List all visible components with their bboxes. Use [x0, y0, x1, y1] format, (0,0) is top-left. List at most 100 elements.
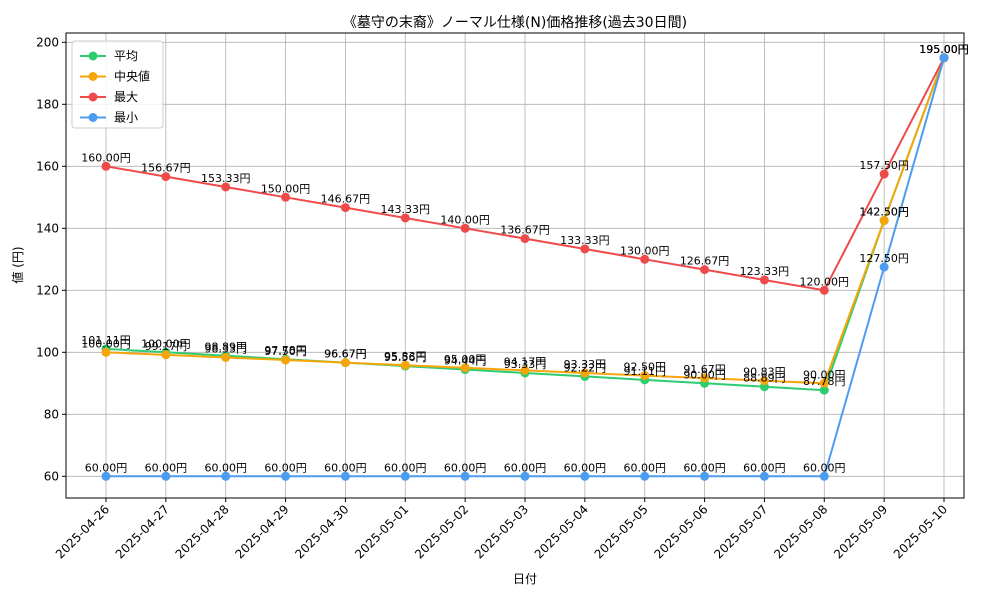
data-label: 97.78円	[264, 344, 307, 357]
x-tick-label: 2025-05-01	[352, 502, 411, 561]
data-label: 100.00円	[81, 337, 131, 350]
data-label: 95.83円	[384, 350, 427, 363]
data-point	[221, 352, 231, 362]
data-label: 130.00円	[620, 244, 670, 257]
data-point	[281, 192, 291, 202]
data-label: 97.50円	[264, 345, 307, 358]
data-point	[400, 471, 410, 481]
data-label: 156.67円	[141, 162, 191, 175]
data-point	[700, 373, 710, 383]
data-point	[580, 471, 590, 481]
data-label: 95.56円	[384, 351, 427, 364]
x-tick-label: 2025-05-04	[532, 502, 591, 561]
data-label: 92.50円	[623, 361, 666, 374]
chart-title: 《墓守の末裔》ノーマル仕様(N)価格推移(過去30日間)	[343, 14, 687, 31]
data-label: 90.83円	[743, 366, 786, 379]
data-point	[400, 360, 410, 370]
data-label: 60.00円	[683, 461, 726, 474]
data-label: 60.00円	[743, 461, 786, 474]
data-point	[700, 471, 710, 481]
data-label: 91.11円	[623, 365, 666, 378]
data-point	[281, 355, 291, 365]
x-tick-label: 2025-05-09	[831, 502, 890, 561]
data-point	[640, 371, 650, 381]
data-label: 126.67円	[680, 255, 730, 268]
legend-marker	[88, 72, 98, 81]
x-tick-label: 2025-05-05	[592, 502, 651, 561]
x-axis-title: 日付	[513, 572, 537, 586]
x-tick-label: 2025-05-02	[412, 502, 471, 561]
data-label: 93.33円	[504, 358, 547, 371]
data-point	[520, 471, 530, 481]
y-axis: 60 80 100 120 140 160 180 200	[36, 35, 66, 483]
data-label: 99.17円	[145, 340, 188, 353]
data-label: 88.89円	[743, 372, 786, 385]
data-label: 195.00円	[919, 43, 969, 56]
y-tick-label: 160	[36, 159, 59, 173]
data-label: 127.50円	[859, 252, 909, 265]
data-label: 94.17円	[504, 355, 547, 368]
data-label: 87.78円	[803, 375, 846, 388]
data-label: 60.00円	[444, 461, 487, 474]
legend-label: 中央値	[114, 69, 150, 84]
y-tick-label: 80	[44, 407, 59, 421]
data-label: 98.33円	[204, 342, 247, 355]
data-point	[101, 161, 111, 171]
data-label: 150.00円	[261, 182, 311, 195]
legend-box	[71, 40, 164, 129]
data-point	[340, 358, 350, 368]
y-tick-label: 60	[44, 469, 59, 483]
data-label: 94.44円	[444, 355, 487, 368]
x-tick-label: 2025-05-10	[891, 502, 950, 561]
data-point	[640, 471, 650, 481]
data-label: 143.33円	[381, 203, 431, 216]
y-tick-label: 120	[36, 283, 59, 297]
data-label: 91.67円	[683, 363, 726, 376]
data-point	[759, 471, 769, 481]
x-axis: 2025-04-26 2025-04-27 2025-04-28 2025-04-29…	[53, 498, 950, 561]
series-layer	[101, 53, 949, 481]
data-label: 140.00円	[440, 213, 490, 226]
data-point	[879, 169, 889, 179]
data-label: 92.22円	[564, 361, 607, 374]
data-label: 123.33円	[740, 265, 790, 278]
x-tick-label: 2025-05-06	[651, 502, 710, 561]
data-label: 98.89円	[204, 341, 247, 354]
data-label: 60.00円	[623, 461, 666, 474]
data-point	[161, 471, 171, 481]
plot-frame	[65, 32, 965, 499]
data-point	[101, 347, 111, 357]
x-tick-label: 2025-04-27	[113, 502, 172, 561]
data-point	[759, 275, 769, 285]
data-label: 100.00円	[141, 337, 191, 350]
data-point	[819, 471, 829, 481]
data-point	[101, 471, 111, 481]
data-label: 60.00円	[204, 461, 247, 474]
data-point	[460, 471, 470, 481]
data-point	[879, 216, 889, 226]
x-tick-label: 2025-04-28	[173, 502, 232, 561]
x-tick-label: 2025-05-03	[472, 502, 531, 561]
x-tick-label: 2025-04-29	[232, 502, 291, 561]
data-label: 96.67円	[324, 348, 367, 361]
data-label: 120.00円	[800, 275, 850, 288]
data-label: 146.67円	[321, 193, 371, 206]
data-point	[819, 285, 829, 295]
x-tick-label: 2025-05-07	[711, 502, 770, 561]
data-point	[939, 53, 949, 63]
data-label: 60.00円	[264, 461, 307, 474]
data-point	[161, 350, 171, 360]
data-label: 157.50円	[859, 159, 909, 172]
data-label: 95.00円	[444, 353, 487, 366]
data-label: 101.11円	[81, 334, 131, 347]
legend-marker	[88, 51, 98, 61]
data-point	[879, 262, 889, 272]
grid	[66, 33, 964, 498]
data-label: 60.00円	[384, 461, 427, 474]
data-label: 195.00円	[919, 43, 969, 56]
data-point	[340, 203, 350, 213]
data-point	[161, 172, 171, 182]
